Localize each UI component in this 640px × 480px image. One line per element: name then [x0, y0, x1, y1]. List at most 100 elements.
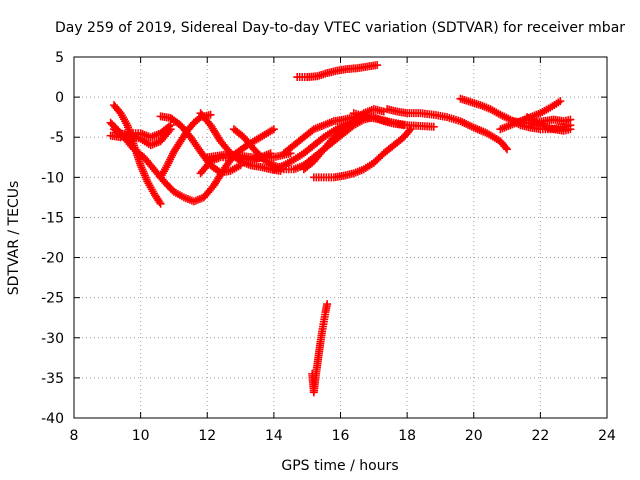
series-arc-4 — [106, 118, 175, 150]
y-tick-label: -30 — [41, 331, 64, 347]
data-point-interp — [203, 117, 212, 126]
data-point-interp — [316, 135, 325, 144]
y-tick-label: -40 — [41, 411, 64, 427]
data-point-interp — [147, 161, 156, 170]
data-point-interp — [396, 135, 405, 144]
data-point-interp — [236, 130, 245, 139]
data-point-interp — [554, 98, 563, 107]
data-point-interp — [213, 166, 222, 175]
x-tick-label: 18 — [398, 428, 416, 444]
series-arc-22 — [308, 300, 332, 397]
data-point-interp — [174, 140, 183, 149]
data-point-interp — [113, 105, 122, 114]
data-point-interp — [247, 141, 256, 150]
data-point-interp — [306, 143, 315, 152]
data-point-interp — [564, 125, 573, 134]
data-point-interp — [346, 119, 355, 128]
y-axis-ticks: 5 0 -5 -10 -15 -20 -25 -30 -35 -40 — [41, 50, 607, 427]
data-point-interp — [564, 116, 573, 125]
y-tick-label: 0 — [55, 90, 64, 106]
x-tick-label: 20 — [465, 428, 483, 444]
data-point-interp — [187, 121, 196, 130]
data-point-interp — [534, 120, 543, 129]
data-point-interp — [287, 165, 296, 174]
series-arc-13 — [299, 105, 388, 174]
data-point-interp — [321, 310, 330, 319]
data-point-interp — [173, 118, 182, 127]
data-point-interp — [371, 61, 380, 70]
series-arc-8 — [196, 149, 275, 178]
data-point-interp — [360, 112, 369, 121]
data-point-interp — [167, 184, 176, 193]
data-point-interp — [163, 128, 172, 137]
data-point-interp — [306, 159, 315, 168]
data-point-interp — [286, 143, 295, 152]
x-tick-label: 10 — [132, 428, 150, 444]
data-point-interp — [386, 143, 395, 152]
data-points — [106, 61, 575, 397]
data-point-interp — [194, 144, 203, 153]
data-point-interp — [142, 175, 151, 184]
data-point-interp — [257, 152, 266, 161]
x-tick-label: 14 — [265, 428, 283, 444]
data-point-interp — [337, 115, 346, 124]
series-arc-17 — [383, 105, 512, 154]
data-point-interp — [165, 126, 174, 135]
data-point-interp — [454, 116, 463, 125]
data-point-interp — [193, 115, 202, 124]
series-arc-2 — [109, 125, 278, 206]
data-point-interp — [136, 150, 145, 159]
y-tick-label: -10 — [41, 170, 64, 186]
data-point-interp — [387, 118, 396, 127]
series-arc-5 — [156, 110, 215, 182]
data-point-interp — [374, 115, 383, 124]
series-arc-21 — [523, 113, 575, 135]
data-point-interp — [154, 196, 163, 205]
data-point-interp — [322, 302, 331, 311]
data-point-interp — [347, 169, 356, 178]
data-point-interp — [311, 72, 320, 81]
data-point-interp — [124, 131, 133, 140]
data-point-interp — [337, 172, 346, 181]
series-arc-14 — [293, 61, 382, 82]
data-point-interp — [214, 133, 223, 142]
data-point-interp — [207, 184, 216, 193]
data-point-interp — [500, 142, 509, 151]
x-tick-label: 16 — [332, 428, 350, 444]
y-axis-label: SDTVAR / TECUs — [6, 181, 22, 296]
data-point-interp — [317, 121, 326, 130]
data-point-interp — [331, 67, 340, 76]
data-point-interp — [326, 136, 335, 145]
data-point-interp — [306, 127, 315, 136]
y-tick-label: -20 — [41, 251, 64, 267]
data-point-interp — [376, 152, 385, 161]
data-point-interp — [239, 143, 248, 152]
data-point-interp — [127, 141, 136, 150]
data-point-interp — [254, 162, 263, 171]
x-tick-label: 8 — [70, 428, 79, 444]
data-point-interp — [316, 148, 325, 157]
data-point-interp — [113, 126, 122, 135]
data-point-interp — [224, 167, 233, 176]
data-point-interp — [164, 113, 173, 122]
data-point-interp — [464, 97, 473, 106]
data-point-interp — [183, 129, 192, 138]
grid-lines — [74, 57, 607, 418]
data-point-interp — [327, 117, 336, 126]
series-arc-16 — [349, 109, 438, 131]
y-tick-label: -35 — [41, 371, 64, 387]
data-point-interp — [403, 128, 412, 137]
data-point-interp — [504, 121, 513, 130]
x-tick-label: 22 — [531, 428, 549, 444]
data-point-interp — [267, 126, 276, 135]
series-arc-15 — [309, 125, 415, 182]
x-tick-label: 24 — [598, 428, 616, 444]
data-point-interp — [501, 143, 510, 152]
data-point-interp — [377, 107, 386, 116]
y-tick-label: -15 — [41, 210, 64, 226]
data-point-interp — [321, 69, 330, 78]
data-point-interp — [391, 107, 400, 116]
data-point-interp — [296, 135, 305, 144]
data-point-interp — [427, 122, 436, 131]
